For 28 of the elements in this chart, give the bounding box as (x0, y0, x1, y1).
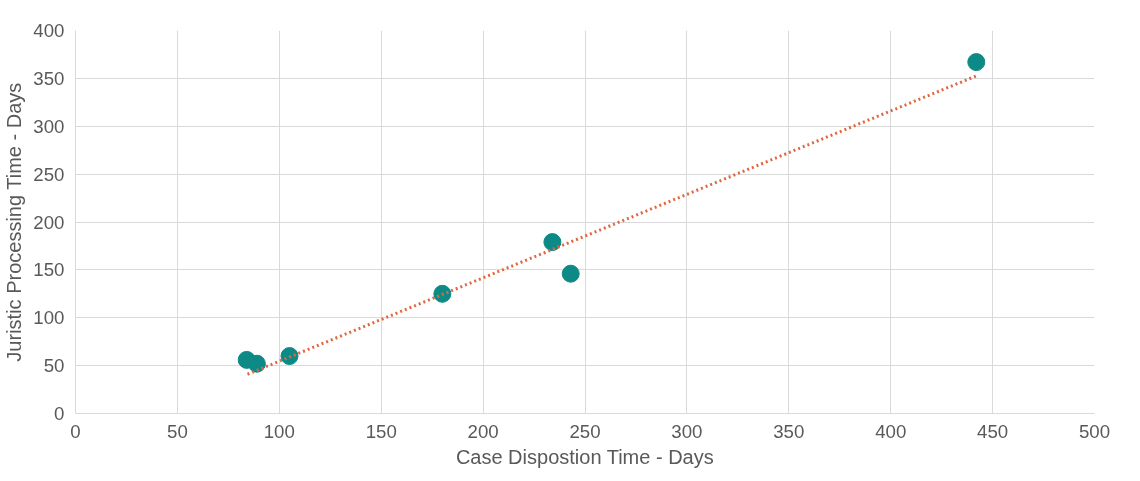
y-tick-label: 50 (43, 355, 65, 377)
y-tick-label: 400 (33, 20, 65, 41)
x-tick-label: 350 (773, 420, 805, 442)
x-axis-title: Case Dispostion Time - Days (455, 445, 714, 468)
x-tick-label: 250 (569, 420, 601, 442)
y-tick-label: 0 (54, 403, 65, 424)
x-tick-label: 300 (671, 420, 703, 442)
point (561, 264, 580, 283)
y-tick-label: 250 (33, 163, 65, 185)
x-tick-label: 100 (263, 420, 295, 442)
point (543, 233, 562, 252)
point (247, 354, 266, 373)
x-tick-label: 150 (365, 420, 397, 442)
x-tick-label: 50 (167, 420, 188, 442)
x-tick-label: 200 (467, 420, 499, 442)
x-tick-label: 450 (977, 420, 1009, 442)
y-tick-label: 200 (33, 211, 65, 233)
point (433, 284, 452, 303)
y-axis-title: Juristic Processing Time - Days (3, 82, 26, 362)
y-tick-label: 150 (33, 259, 65, 281)
point (280, 347, 299, 366)
x-tick-label: 500 (1078, 420, 1111, 442)
y-tick-label: 300 (33, 115, 65, 137)
y-tick-label: 350 (33, 67, 65, 89)
x-tick-label: 400 (875, 420, 907, 442)
y-tick-label: 100 (33, 307, 65, 329)
point (967, 53, 986, 72)
x-tick-label: 0 (70, 420, 81, 442)
